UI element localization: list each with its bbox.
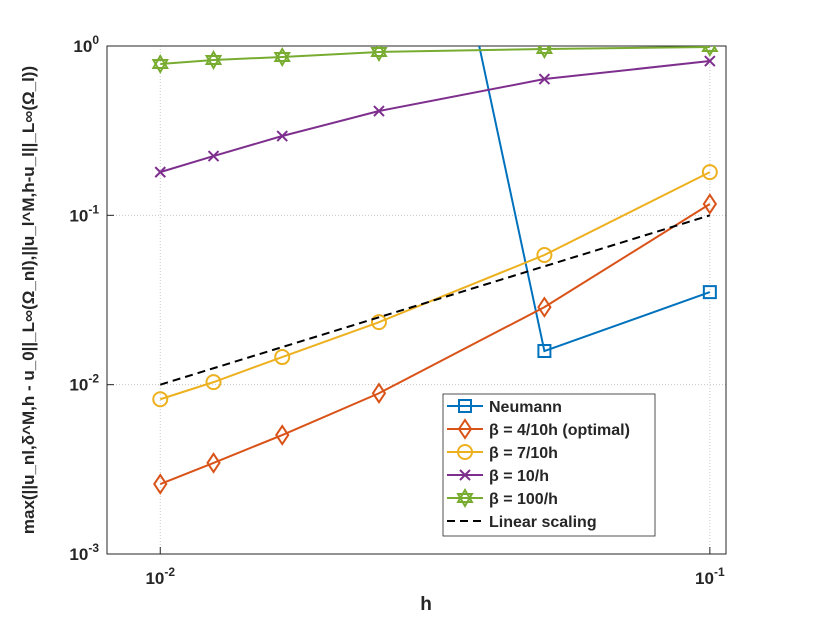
series-line: [159, 214, 711, 386]
marker: [459, 469, 471, 481]
marker: [704, 55, 716, 67]
marker: [373, 105, 385, 117]
axes-box: [106, 45, 727, 555]
marker: [207, 150, 220, 162]
y-axis-label: max(||u_nl,δ^M,h - u_0||_L∞(Ω_nl),||u_l^…: [19, 66, 38, 534]
marker: [537, 344, 552, 359]
marker: [457, 444, 473, 460]
marker: [151, 53, 169, 74]
marker: [370, 46, 388, 62]
marker: [152, 391, 169, 408]
marker: [370, 314, 387, 331]
marker: [371, 382, 387, 405]
marker: [702, 193, 718, 215]
series-line: [478, 46, 711, 353]
marker: [204, 49, 223, 70]
tick-label: 100: [73, 33, 99, 56]
series-line: [159, 60, 710, 174]
series-line: [159, 171, 711, 401]
series-line: [159, 203, 711, 485]
legend-label: Linear scaling: [489, 514, 597, 531]
tick-label: 10-2: [145, 565, 175, 588]
marker: [457, 418, 473, 440]
legend-label: Neumann: [489, 399, 562, 416]
marker: [206, 452, 221, 474]
marker: [535, 46, 554, 60]
marker: [701, 164, 718, 181]
legend-label: β = 4/10h (optimal): [489, 422, 630, 439]
marker: [538, 73, 551, 85]
marker: [701, 46, 719, 58]
legend-label: β = 10/h: [489, 468, 549, 485]
marker: [536, 247, 553, 264]
marker: [205, 374, 222, 391]
tick-label: 10-1: [695, 565, 725, 588]
marker: [154, 166, 166, 178]
marker: [537, 296, 552, 318]
marker: [458, 399, 472, 413]
x-axis-label: h: [420, 594, 432, 615]
marker: [153, 473, 168, 495]
series-line: [160, 46, 710, 65]
tick-label: 10-1: [69, 202, 99, 225]
legend-label: β = 7/10h: [489, 445, 558, 462]
marker: [273, 47, 291, 68]
series-group: [151, 46, 719, 495]
legend-label: β = 100/h: [489, 491, 558, 508]
tick-label: 10-2: [69, 372, 99, 395]
marker: [275, 424, 290, 446]
legend-box: [442, 393, 656, 537]
marker: [274, 349, 291, 366]
marker: [702, 285, 717, 300]
tick-label: 10-3: [69, 541, 99, 564]
marker: [456, 487, 474, 509]
marker: [276, 130, 288, 142]
